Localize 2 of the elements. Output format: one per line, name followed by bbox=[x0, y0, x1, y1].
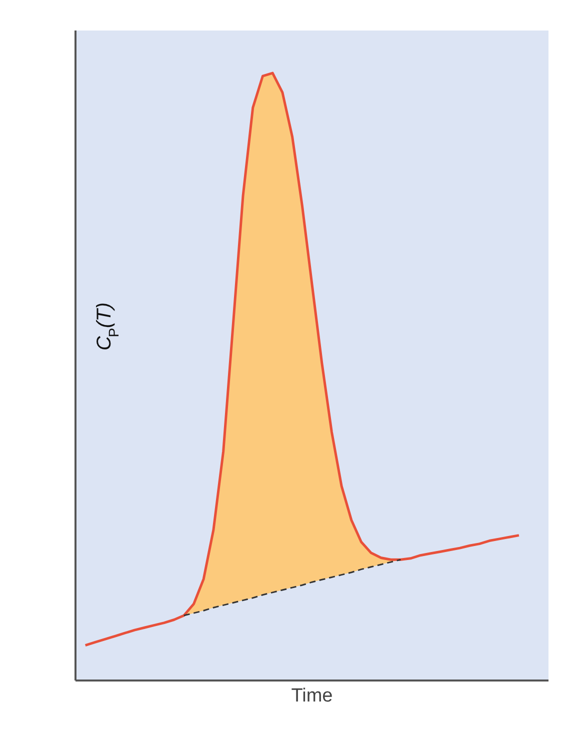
x-axis-title: Time bbox=[291, 686, 333, 706]
y-axis-title: CP(T) bbox=[94, 302, 122, 350]
